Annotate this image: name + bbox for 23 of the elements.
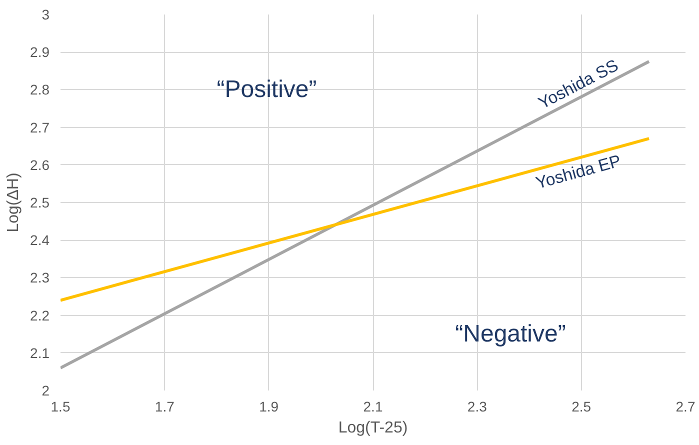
y-tick-label: 2.5: [30, 194, 50, 210]
x-tick-label: 2.1: [363, 398, 383, 414]
annotation: “Positive”: [216, 76, 317, 104]
y-axis-title: Log(ΔH): [5, 172, 22, 232]
y-tick-label: 2: [42, 382, 50, 398]
annotation: “Negative”: [455, 320, 566, 348]
y-tick-label: 3: [42, 6, 50, 22]
y-tick-label: 2.7: [30, 119, 50, 136]
x-tick-label: 2.5: [572, 398, 592, 414]
y-tick-label: 2.4: [30, 232, 50, 248]
y-tick-label: 2.3: [30, 270, 50, 286]
x-tick-label: 2.7: [676, 398, 696, 414]
x-axis-title: Log(T-25): [338, 420, 408, 436]
x-tick-label: 1.7: [154, 398, 175, 414]
y-tick-label: 2.8: [30, 82, 50, 98]
x-tick-label: 1.5: [50, 398, 70, 414]
text: Yoshida EP: [534, 151, 624, 193]
y-tick-label: 2.1: [30, 344, 50, 361]
x-tick-label: 1.9: [259, 398, 279, 414]
y-tick-label: 2.6: [30, 156, 50, 173]
y-tick-label: 2.2: [30, 307, 50, 324]
y-tick-label: 2.9: [30, 44, 50, 60]
x-tick-label: 2.3: [467, 398, 488, 414]
